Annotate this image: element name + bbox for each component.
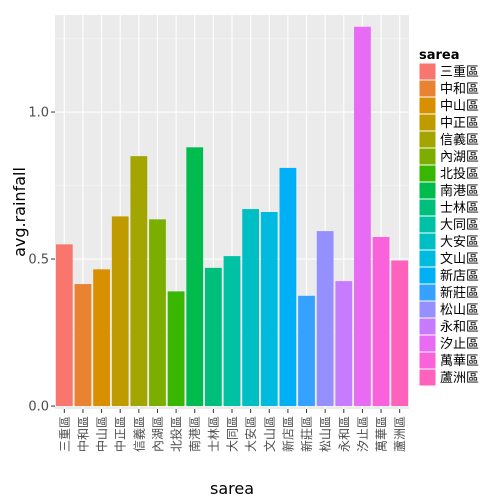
x-tick-label: 蘆洲區: [393, 416, 407, 452]
bar: [279, 167, 297, 407]
x-tick-label: 中山區: [94, 416, 109, 452]
x-tick-label: 永和區: [337, 416, 351, 452]
bar: [130, 156, 148, 407]
legend-label: 中正區: [440, 116, 479, 131]
legend-label: 蘆洲區: [440, 371, 479, 386]
y-tick-label: 0.0: [28, 400, 49, 415]
legend-key: [418, 266, 437, 285]
legend-label: 新莊區: [440, 285, 479, 301]
x-tick-label: 中和區: [75, 416, 90, 452]
legend-key: [418, 96, 437, 115]
x-axis-title: sarea: [210, 479, 254, 498]
x-tick-label: 大安區: [243, 416, 258, 452]
bar: [223, 256, 241, 407]
x-tick-label: 大同區: [226, 416, 240, 452]
bar: [93, 269, 110, 407]
x-tick-label: 信義區: [131, 416, 146, 452]
legend-key: [418, 334, 437, 353]
bar: [111, 216, 129, 407]
y-tick-label: 1.0: [28, 106, 49, 121]
bar: [391, 260, 409, 407]
legend-label: 松山區: [440, 303, 479, 318]
bars: [55, 26, 409, 407]
legend: sarea 三重區中和區中山區中正區信義區內湖區北投區南港區士林區大同區大安區文…: [418, 48, 479, 387]
x-tick-label: 中正區: [113, 416, 128, 452]
x-tick-label: 文山區: [262, 416, 277, 452]
bar: [74, 284, 92, 407]
legend-key: [418, 130, 437, 149]
legend-key: [418, 300, 437, 319]
legend-title: sarea: [419, 48, 460, 63]
legend-key: [418, 283, 437, 302]
legend-key: [418, 113, 437, 132]
legend-key: [418, 232, 437, 251]
legend-label: 汐止區: [440, 336, 479, 352]
bar: [186, 147, 204, 407]
bar: [335, 281, 353, 407]
legend-label: 大同區: [440, 218, 479, 233]
legend-key: [418, 351, 437, 370]
x-tick-label: 南港區: [187, 416, 202, 452]
bar: [316, 231, 334, 407]
legend-key: [418, 317, 437, 336]
legend-label: 萬華區: [440, 354, 479, 369]
legend-key: [418, 164, 437, 183]
legend-key: [418, 249, 437, 268]
legend-label: 中和區: [440, 82, 479, 97]
legend-label: 士林區: [440, 201, 479, 216]
bar: [260, 212, 278, 407]
legend-label: 三重區: [440, 64, 479, 80]
legend-key: [418, 79, 437, 98]
x-tick-label: 內湖區: [150, 416, 165, 452]
legend-label: 中山區: [440, 99, 479, 114]
x-tick-label: 士林區: [207, 416, 221, 452]
x-tick-label: 北投區: [169, 416, 184, 452]
legend-key: [418, 368, 437, 387]
y-axis-ticks: 0.0 0.5 1.0: [28, 106, 55, 415]
x-tick-label: 松山區: [319, 416, 333, 452]
x-tick-label: 新莊區: [299, 416, 314, 452]
x-tick-label: 萬華區: [375, 416, 389, 452]
bar: [167, 291, 185, 407]
legend-label: 信義區: [440, 132, 479, 148]
y-tick-label: 0.5: [28, 253, 49, 268]
bar: [354, 26, 371, 407]
bar: [204, 267, 222, 407]
x-tick-label: 汐止區: [355, 416, 370, 452]
legend-key: [418, 62, 437, 81]
x-tick-label: 三重區: [58, 416, 72, 452]
legend-label: 北投區: [440, 166, 479, 182]
legend-key: [418, 215, 437, 234]
legend-label: 永和區: [440, 320, 479, 335]
y-axis-title: avg.rainfall: [10, 167, 29, 257]
bar: [242, 209, 260, 407]
legend-label: 大安區: [440, 235, 479, 250]
legend-label: 新店區: [440, 268, 479, 284]
legend-label: 南港區: [440, 183, 479, 199]
bar: [55, 244, 73, 407]
legend-label: 內湖區: [440, 150, 479, 165]
legend-label: 文山區: [440, 252, 479, 267]
legend-key: [418, 181, 437, 200]
legend-key: [418, 147, 437, 166]
x-axis-ticks: 三重區 中和區 中山區 中正區 信義區 內湖區 北投區 南港區 士林區 大同區 大安區 文山區 新店區新…: [58, 409, 407, 452]
bar: [298, 295, 315, 407]
bar: [149, 219, 166, 407]
x-tick-label: 新店區: [280, 416, 295, 452]
bar: [372, 236, 390, 407]
legend-key: [418, 198, 437, 217]
